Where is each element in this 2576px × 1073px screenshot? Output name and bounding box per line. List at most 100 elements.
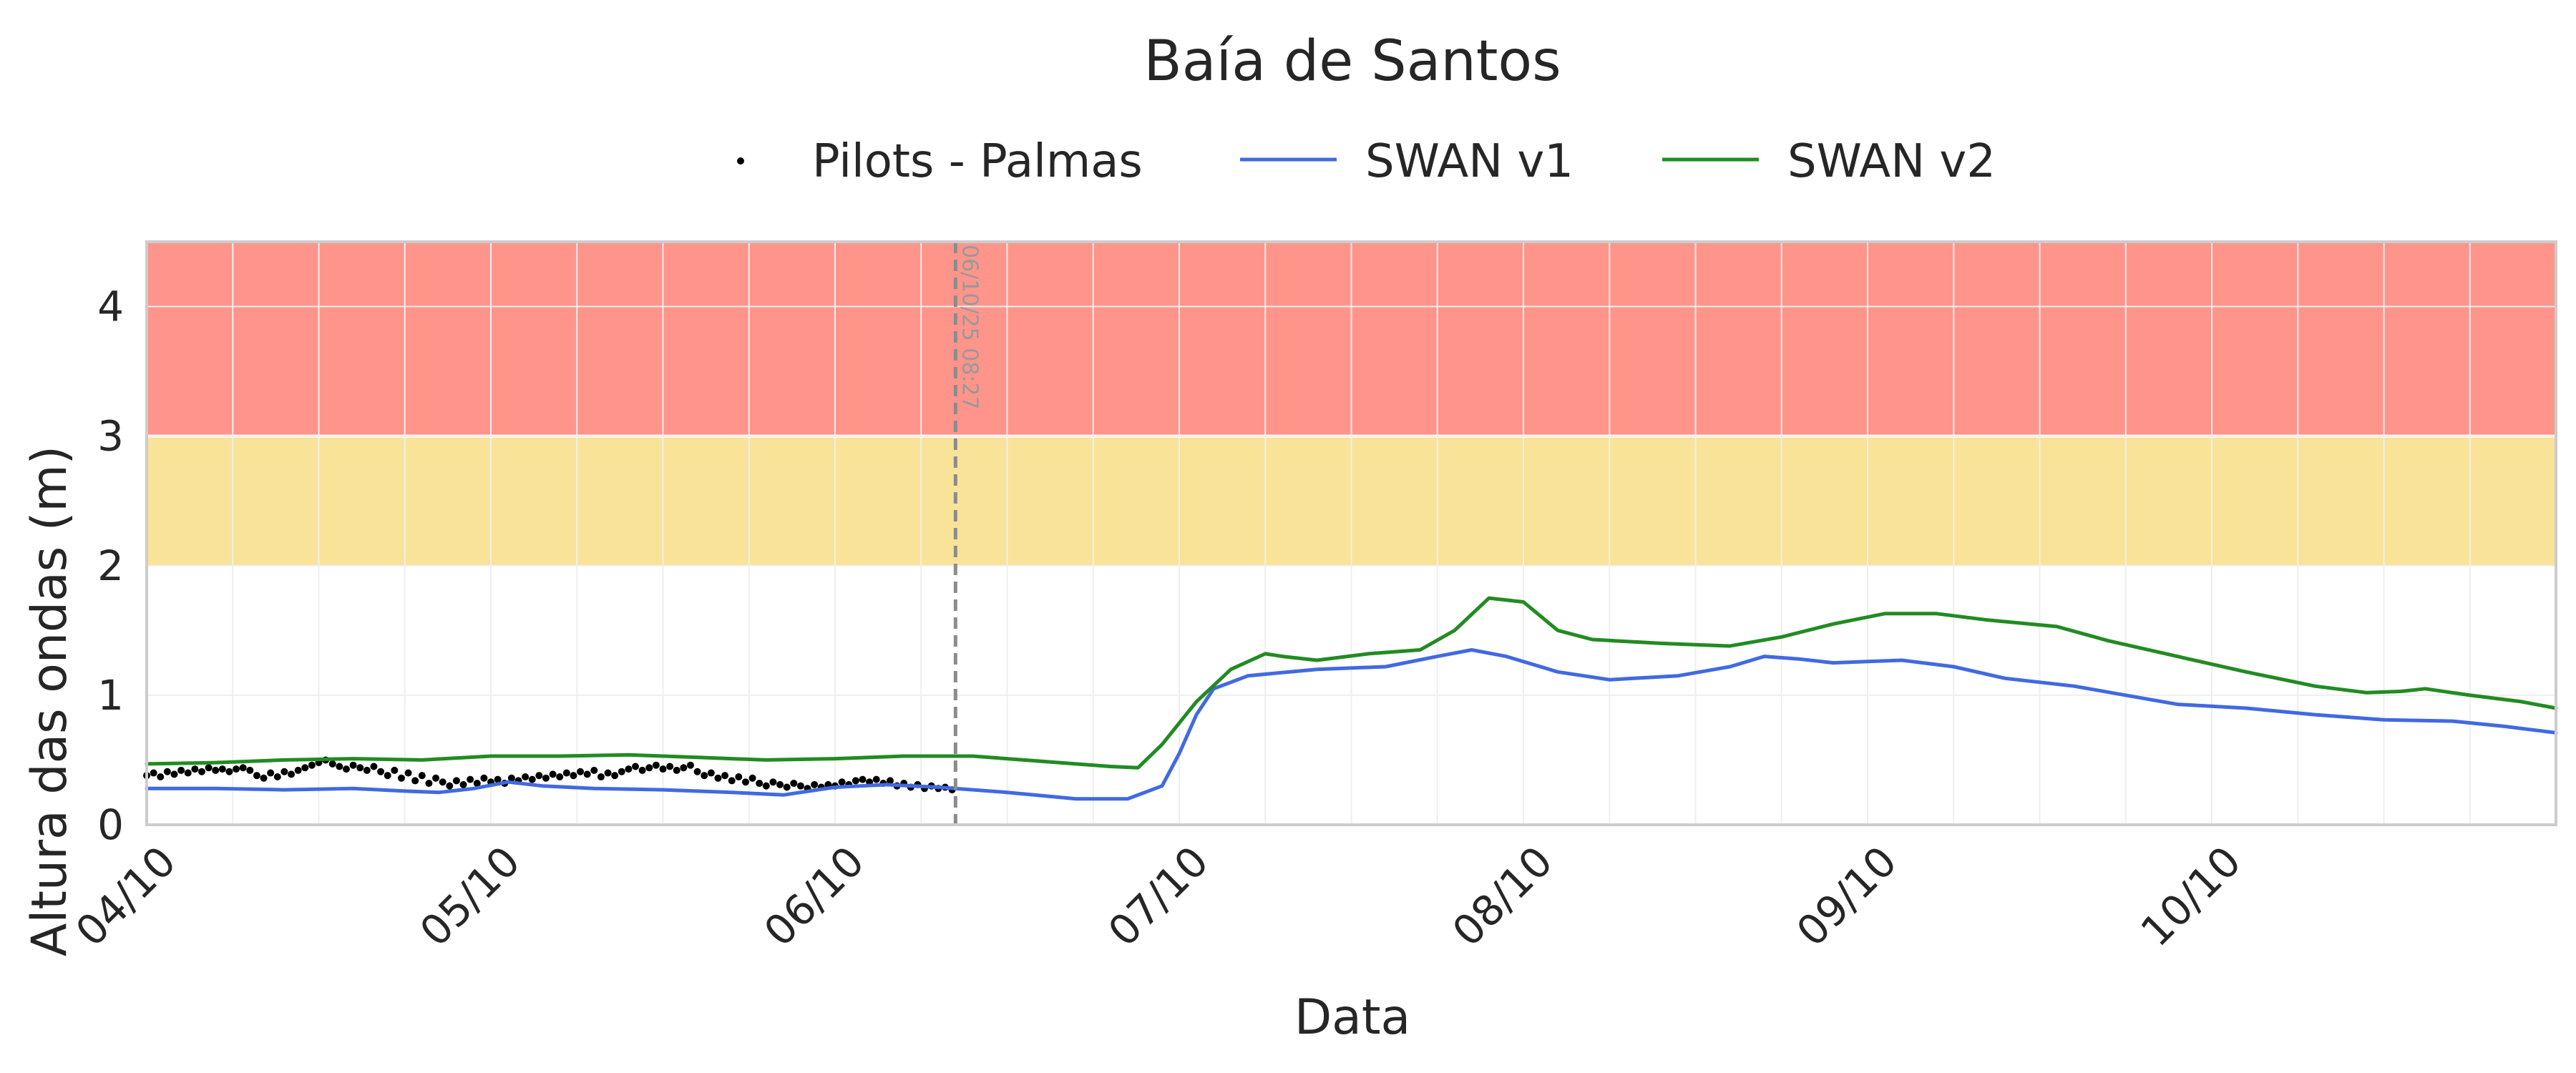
data-point-pilots-59 xyxy=(549,770,557,778)
data-point-pilots-88 xyxy=(748,774,756,782)
data-point-pilots-30 xyxy=(349,761,357,769)
legend-label-swan-v1: SWAN v1 xyxy=(1365,135,1574,188)
data-point-pilots-60 xyxy=(556,773,564,780)
data-point-pilots-76 xyxy=(666,763,674,770)
legend-marker-pilots xyxy=(737,157,744,165)
data-point-pilots-31 xyxy=(356,764,364,772)
data-point-pilots-16 xyxy=(253,772,260,780)
data-point-pilots-18 xyxy=(267,769,275,777)
data-point-pilots-78 xyxy=(680,764,688,772)
data-point-pilots-85 xyxy=(728,777,736,785)
data-point-pilots-20 xyxy=(280,768,288,775)
data-point-pilots-84 xyxy=(721,772,729,780)
time-marker: 06/10/25 08:27 xyxy=(953,242,982,825)
data-point-pilots-13 xyxy=(233,765,240,773)
legend-label-pilots: Pilots - Palmas xyxy=(812,135,1143,188)
data-point-pilots-35 xyxy=(384,772,391,780)
data-point-pilots-104 xyxy=(859,775,867,783)
data-point-pilots-90 xyxy=(762,782,770,790)
data-point-pilots-5 xyxy=(177,766,185,774)
data-point-pilots-21 xyxy=(288,770,296,778)
data-point-pilots-42 xyxy=(432,774,440,782)
legend-label-swan-v2: SWAN v2 xyxy=(1787,135,1996,188)
data-point-pilots-48 xyxy=(473,780,481,788)
data-point-pilots-67 xyxy=(604,769,612,777)
data-point-pilots-11 xyxy=(218,765,226,773)
grid-lines xyxy=(147,242,2556,825)
data-point-pilots-62 xyxy=(570,772,577,780)
x-tick-label: 09/10 xyxy=(1787,837,1906,956)
data-point-pilots-29 xyxy=(342,765,350,773)
plot-frame xyxy=(145,240,2557,826)
data-point-pilots-83 xyxy=(714,774,722,782)
data-point-pilots-72 xyxy=(638,766,646,774)
data-point-pilots-36 xyxy=(391,766,399,774)
data-point-pilots-93 xyxy=(783,783,791,791)
data-point-pilots-75 xyxy=(659,765,667,773)
data-point-pilots-92 xyxy=(776,780,784,788)
data-point-pilots-53 xyxy=(507,774,515,782)
x-tick-label: 04/10 xyxy=(67,837,185,956)
data-point-pilots-65 xyxy=(590,766,598,774)
data-point-pilots-37 xyxy=(397,774,405,782)
y-tick-label: 4 xyxy=(97,283,124,331)
data-point-pilots-2 xyxy=(157,773,165,780)
data-point-pilots-22 xyxy=(294,766,302,774)
data-point-pilots-55 xyxy=(522,773,530,780)
y-axis-label: Altura das ondas (m) xyxy=(21,446,78,956)
data-point-pilots-51 xyxy=(494,775,502,783)
data-point-pilots-77 xyxy=(673,766,680,774)
data-point-pilots-89 xyxy=(756,780,763,788)
data-point-pilots-70 xyxy=(625,765,633,773)
data-point-pilots-106 xyxy=(872,775,880,783)
data-point-pilots-80 xyxy=(693,768,701,775)
x-tick-label: 08/10 xyxy=(1443,837,1562,956)
x-tick-label: 07/10 xyxy=(1099,837,1218,956)
data-point-pilots-68 xyxy=(611,772,619,780)
data-point-pilots-82 xyxy=(707,769,715,777)
data-point-pilots-46 xyxy=(459,780,467,788)
data-point-pilots-87 xyxy=(741,778,749,786)
data-point-pilots-39 xyxy=(411,777,419,785)
data-point-pilots-94 xyxy=(790,780,798,788)
data-point-pilots-9 xyxy=(205,764,213,772)
y-tick-label: 0 xyxy=(97,800,124,849)
data-point-pilots-1 xyxy=(150,769,157,777)
data-point-pilots-64 xyxy=(583,770,591,778)
data-point-pilots-14 xyxy=(239,764,247,772)
data-point-pilots-45 xyxy=(452,777,460,785)
data-point-pilots-23 xyxy=(301,764,309,772)
data-point-pilots-103 xyxy=(852,777,859,785)
marker-label: 06/10/25 08:27 xyxy=(957,245,982,410)
data-point-pilots-33 xyxy=(370,763,378,770)
data-point-pilots-74 xyxy=(652,761,660,769)
data-point-pilots-73 xyxy=(645,764,653,772)
data-point-pilots-17 xyxy=(260,774,268,782)
data-point-pilots-81 xyxy=(701,772,708,780)
data-point-pilots-12 xyxy=(225,768,233,775)
data-point-pilots-10 xyxy=(212,766,220,774)
data-point-pilots-19 xyxy=(273,773,281,780)
data-point-pilots-44 xyxy=(446,782,454,790)
data-point-pilots-4 xyxy=(170,770,178,778)
data-point-pilots-66 xyxy=(597,773,605,780)
y-tick-label: 2 xyxy=(97,542,124,590)
data-point-pilots-47 xyxy=(467,775,474,783)
data-point-pilots-8 xyxy=(197,768,205,775)
data-point-pilots-86 xyxy=(735,773,743,780)
x-axis-label: Data xyxy=(1294,989,1410,1046)
data-point-pilots-79 xyxy=(686,761,694,769)
data-point-pilots-6 xyxy=(184,769,192,777)
data-point-pilots-27 xyxy=(328,760,336,768)
data-point-pilots-58 xyxy=(542,774,550,782)
data-point-pilots-38 xyxy=(404,769,412,777)
y-tick-label: 1 xyxy=(97,671,124,720)
x-tick-label: 06/10 xyxy=(755,837,874,956)
data-point-pilots-41 xyxy=(425,780,433,788)
chart-title: Baía de Santos xyxy=(1143,29,1561,94)
data-point-pilots-34 xyxy=(377,768,385,775)
data-point-pilots-15 xyxy=(246,766,254,774)
data-point-pilots-32 xyxy=(363,766,371,774)
data-point-pilots-57 xyxy=(535,772,543,780)
